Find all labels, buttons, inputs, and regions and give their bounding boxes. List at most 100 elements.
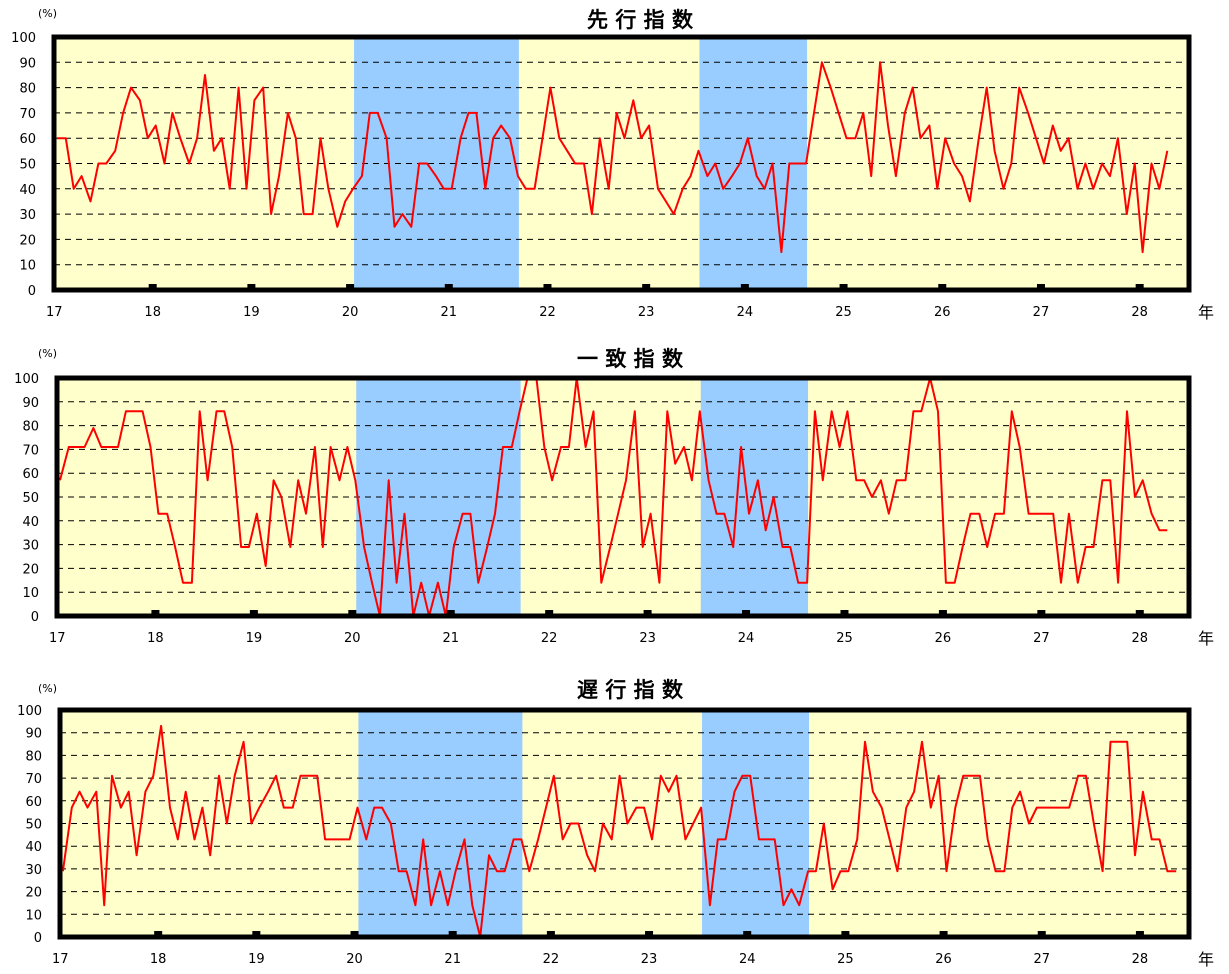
x-tick-label: 17: [46, 305, 63, 320]
y-tick-label: 60: [25, 795, 42, 810]
plot-frame: [57, 707, 1192, 940]
x-tick-mark: [1037, 610, 1046, 616]
x-tick-mark: [247, 284, 256, 290]
x-tick-label: 20: [342, 305, 359, 320]
x-tick-label: 17: [52, 952, 69, 967]
x-tick-mark: [249, 610, 258, 616]
y-tick-label: 100: [11, 31, 36, 46]
unit-label: (%): [38, 7, 57, 20]
x-tick-label: 25: [836, 631, 853, 646]
x-tick-mark: [148, 284, 157, 290]
x-tick-label: 27: [1033, 305, 1050, 320]
x-tick-mark: [252, 931, 261, 937]
x-tick-mark: [543, 284, 552, 290]
x-tick-mark: [643, 610, 652, 616]
x-tick-mark: [743, 931, 752, 937]
chart-title: 遅 行 指 数: [577, 678, 684, 702]
x-tick-label: 26: [935, 952, 952, 967]
y-tick-label: 40: [19, 183, 36, 198]
y-tick-label: 90: [22, 396, 39, 411]
y-tick-label: 70: [22, 443, 39, 458]
x-tick-mark: [841, 931, 850, 937]
unit-label: (%): [38, 682, 57, 695]
year-suffix: 年: [1198, 629, 1214, 648]
series-line: [61, 724, 1177, 938]
y-tick-label: 60: [19, 132, 36, 147]
chart-title: 先 行 指 数: [587, 8, 694, 32]
x-tick-label: 18: [150, 952, 167, 967]
plot-frame: [54, 375, 1192, 619]
x-tick-label: 24: [738, 631, 755, 646]
recession-band: [356, 378, 521, 616]
x-tick-mark: [154, 931, 163, 937]
x-tick-label: 27: [1033, 631, 1050, 646]
y-tick-label: 0: [34, 931, 42, 946]
plot-frame: [51, 34, 1192, 293]
x-tick-mark: [446, 610, 455, 616]
y-tick-label: 20: [22, 562, 39, 577]
y-tick-label: 80: [19, 82, 36, 97]
recession-band: [358, 710, 523, 937]
y-tick-label: 0: [31, 610, 39, 625]
x-tick-mark: [938, 284, 947, 290]
x-tick-label: 26: [934, 305, 951, 320]
y-tick-label: 50: [22, 491, 39, 506]
year-suffix: 年: [1198, 950, 1214, 969]
x-tick-label: 22: [543, 952, 560, 967]
x-tick-mark: [1135, 931, 1144, 937]
x-tick-label: 22: [539, 305, 556, 320]
x-tick-mark: [346, 284, 355, 290]
x-tick-label: 17: [49, 631, 66, 646]
chart-panel-2: 17 18 19 20 21 22 23 24 25 26 27 28 0 10 20 30 40 50 60 70 8…: [14, 347, 1214, 648]
x-tick-label: 27: [1033, 952, 1050, 967]
x-tick-mark: [839, 284, 848, 290]
x-tick-mark: [1036, 284, 1045, 290]
x-tick-mark: [348, 610, 357, 616]
x-tick-label: 22: [541, 631, 558, 646]
x-tick-label: 18: [144, 305, 161, 320]
y-tick-label: 10: [19, 259, 36, 274]
x-tick-label: 18: [147, 631, 164, 646]
y-tick-label: 50: [25, 818, 42, 833]
x-tick-mark: [444, 284, 453, 290]
x-tick-label: 19: [248, 952, 265, 967]
y-tick-label: 30: [25, 863, 42, 878]
x-tick-label: 21: [444, 952, 461, 967]
chart-title: 一 致 指 数: [577, 347, 684, 371]
y-tick-label: 30: [22, 539, 39, 554]
y-tick-label: 20: [25, 886, 42, 901]
x-tick-mark: [448, 931, 457, 937]
y-tick-label: 90: [19, 56, 36, 71]
y-tick-label: 0: [28, 284, 36, 299]
x-tick-mark: [645, 931, 654, 937]
y-tick-label: 90: [25, 727, 42, 742]
x-tick-label: 26: [935, 631, 952, 646]
unit-label: (%): [38, 347, 57, 360]
x-tick-mark: [840, 610, 849, 616]
y-tick-label: 30: [19, 208, 36, 223]
x-tick-label: 21: [441, 305, 458, 320]
x-tick-label: 28: [1131, 305, 1148, 320]
x-tick-label: 19: [246, 631, 263, 646]
x-tick-mark: [1135, 610, 1144, 616]
y-tick-label: 10: [22, 586, 39, 601]
x-tick-label: 24: [737, 305, 754, 320]
y-tick-label: 70: [19, 107, 36, 122]
y-tick-label: 70: [25, 772, 42, 787]
y-tick-label: 100: [17, 704, 42, 719]
y-tick-label: 10: [25, 908, 42, 923]
chart-panel-3: 17 18 19 20 21 22 23 24 25 26 27 28 0 10 20 30 40 50 60 70 8…: [17, 678, 1214, 969]
x-tick-label: 25: [835, 305, 852, 320]
chart-panel-1: 17 18 19 20 21 22 23 24 25 26 27 28 0 10 20 30 40 50 60 70 8…: [11, 7, 1214, 322]
x-tick-mark: [1037, 931, 1046, 937]
y-tick-label: 40: [25, 840, 42, 855]
x-tick-label: 19: [243, 305, 260, 320]
x-tick-label: 24: [739, 952, 756, 967]
x-tick-label: 23: [638, 305, 655, 320]
y-tick-label: 100: [14, 372, 39, 387]
x-tick-label: 20: [344, 631, 361, 646]
x-tick-label: 25: [837, 952, 854, 967]
x-tick-mark: [742, 610, 751, 616]
x-tick-mark: [151, 610, 160, 616]
